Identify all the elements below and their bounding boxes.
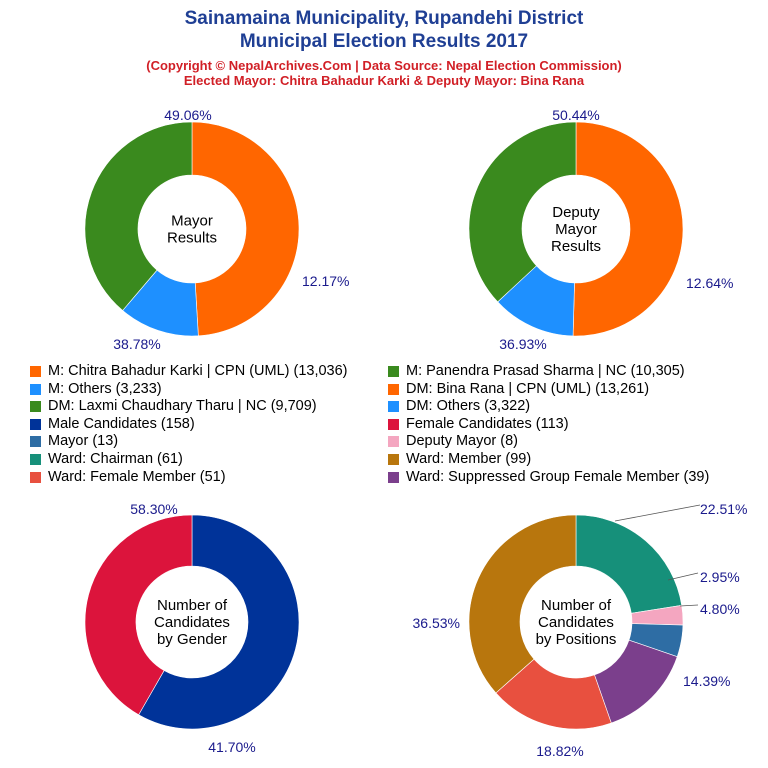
legend-swatch [388, 401, 399, 413]
donut-center-label: Candidates [538, 614, 614, 631]
pie-slice [572, 121, 684, 337]
legend-label: Ward: Suppressed Group Female Member (39… [406, 468, 710, 485]
legend-swatch [30, 401, 41, 413]
leader-line [667, 572, 699, 581]
donut-center-label: Results [551, 238, 601, 255]
donut-center-label: Deputy [552, 204, 600, 221]
slice-percent-label: 22.51% [700, 501, 747, 517]
slice-percent-label: 4.80% [700, 601, 740, 617]
donut-center-label: by Positions [536, 631, 617, 648]
legend-swatch [30, 471, 41, 483]
slice-percent-label: 12.64% [686, 275, 733, 291]
legend-swatch [30, 383, 41, 395]
pie-slice [138, 514, 300, 730]
slice-percent-label: 2.95% [700, 569, 740, 585]
slice-percent-label: 49.06% [164, 107, 211, 123]
pie-slice [191, 121, 300, 337]
leader-line [614, 504, 701, 522]
legend-swatch [30, 454, 41, 465]
legend-label: M: Others (3,233) [48, 380, 162, 397]
chart-subtitle-line-2: Elected Mayor: Chitra Bahadur Karki & De… [183, 73, 585, 88]
legend-label: DM: Bina Rana | CPN (UML) (13,261) [406, 380, 650, 397]
legend-swatch [30, 366, 41, 377]
donut-center-label: Number of [157, 597, 228, 614]
slice-percent-label: 12.17% [302, 273, 349, 289]
donut-center-label: Mayor [171, 213, 213, 230]
legend-label: Deputy Mayor (8) [406, 433, 519, 450]
donut-center-label: Results [167, 230, 217, 247]
donut-center-label: Candidates [154, 614, 230, 631]
donut-center-label: by Gender [157, 631, 227, 648]
legend-label: Ward: Member (99) [406, 451, 532, 467]
legend-swatch [30, 436, 41, 448]
donut-center-label: Mayor [555, 221, 597, 238]
legend-label: DM: Others (3,322) [406, 398, 531, 415]
legend-swatch [388, 436, 399, 448]
legend-label: M: Chitra Bahadur Karki | CPN (UML) (13,… [48, 363, 348, 379]
donut-center-label: Number of [541, 597, 612, 614]
pie-slice [468, 121, 577, 303]
legend-swatch [388, 383, 399, 395]
legend-swatch [30, 418, 41, 430]
legend-label: Mayor (13) [48, 433, 119, 450]
chart-subtitle-line-1: (Copyright © NepalArchives.Com | Data So… [146, 58, 622, 73]
legend-label: Male Candidates (158) [48, 415, 195, 432]
legend-label: Female Candidates (113) [406, 415, 569, 432]
legend-swatch [388, 454, 399, 465]
slice-percent-label: 41.70% [208, 739, 255, 755]
pie-slice [84, 121, 193, 311]
legend-swatch [388, 471, 399, 483]
chart-title-line-2: Municipal Election Results 2017 [239, 31, 529, 52]
slice-percent-label: 36.93% [499, 336, 546, 352]
legend-label: Ward: Female Member (51) [48, 468, 226, 485]
legend-label: M: Panendra Prasad Sharma | NC (10,305) [406, 363, 685, 379]
slice-percent-label: 14.39% [683, 673, 730, 689]
donut-chart-4: 22.51% 2.95% 4.80% 14.39% 18.82% 36.53% Number… [413, 501, 748, 759]
slice-percent-label: 38.78% [113, 336, 160, 352]
legend-swatch [388, 418, 399, 430]
legend-label: DM: Laxmi Chaudhary Tharu | NC (9,709) [48, 398, 317, 415]
slice-percent-label: 36.53% [413, 615, 460, 631]
pie-slice [468, 514, 577, 694]
legend-swatch [388, 366, 399, 377]
slice-percent-label: 50.44% [552, 107, 599, 123]
legend-label: Ward: Chairman (61) [48, 451, 183, 467]
leader-line [679, 604, 699, 607]
pie-slice [84, 514, 193, 716]
slice-percent-label: 18.82% [536, 743, 583, 759]
slice-percent-label: 58.30% [130, 501, 177, 517]
chart-title-line-1: Sainamaina Municipality, Rupandehi Distr… [184, 8, 584, 29]
pie-slice [575, 514, 683, 614]
legend: M: Chitra Bahadur Karki | CPN (UML) (13,… [0, 362, 768, 486]
